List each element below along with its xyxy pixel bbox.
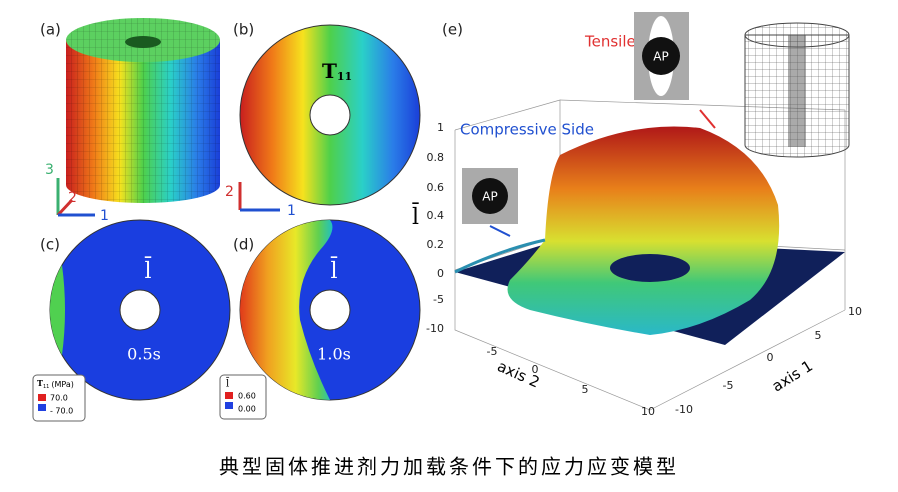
- disk: [239, 219, 421, 401]
- field-label: l̄: [144, 256, 151, 284]
- panel-label: (d): [233, 236, 254, 254]
- z-tick-label: 0.2: [427, 238, 445, 251]
- z-tick-label: -10: [426, 322, 444, 335]
- z-tick-label: 1: [437, 121, 444, 134]
- panel-label: (a): [40, 21, 61, 39]
- z-tick-label: 0.8: [427, 151, 445, 164]
- compressive-label: Compressive Side: [460, 121, 594, 139]
- legend-max: 0.60: [238, 392, 256, 401]
- hole: [309, 94, 351, 136]
- ap-label: AP: [653, 50, 668, 64]
- z-tick-label: 0.6: [427, 181, 445, 194]
- cylinder: [66, 18, 220, 203]
- ap-icon: [462, 168, 518, 224]
- time-label: 1.0s: [317, 345, 351, 364]
- axis-label: 3: [45, 162, 54, 178]
- ap-icon: [634, 12, 689, 100]
- x-tick-label: 10: [641, 405, 655, 418]
- surface: [454, 126, 780, 335]
- caption: 典型固体推进剂力加载条件下的应力应变模型: [219, 455, 679, 479]
- y-tick-label: -5: [723, 379, 734, 392]
- y-tick-label: 0: [767, 351, 774, 364]
- panel-label: (b): [233, 21, 254, 39]
- axis-label: 1: [100, 208, 109, 224]
- legend-max: 70.0: [50, 394, 68, 403]
- z-tick-label: 0: [437, 267, 444, 280]
- y-axis-title: axis 1: [769, 357, 816, 396]
- field-label: l̄: [330, 256, 337, 284]
- x-tick-label: 5: [582, 383, 589, 396]
- time-label: 0.5s: [127, 345, 161, 364]
- x-tick-label: 0: [532, 363, 539, 376]
- legend-title: l̄: [226, 377, 229, 389]
- axis-label: 2: [225, 184, 234, 200]
- legend-min: - 70.0: [50, 407, 73, 416]
- y-tick-label: -10: [675, 403, 693, 416]
- field-label: T11: [322, 59, 352, 84]
- ap-label: AP: [482, 190, 497, 204]
- z-axis-title: l̄: [412, 202, 419, 230]
- y-tick-label: 5: [815, 329, 822, 342]
- axis-label: 1: [287, 203, 296, 219]
- legend: T11 (MPa) 70.0 - 70.0: [32, 374, 86, 422]
- legend-min: 0.00: [238, 405, 256, 414]
- axis-triad: [56, 178, 95, 217]
- panel-label: (c): [40, 236, 60, 254]
- x-tick-label: -5: [487, 345, 498, 358]
- axis-label: 2: [68, 190, 77, 206]
- z-tick-label: 0.4: [427, 209, 445, 222]
- wireframe-inset: [744, 22, 850, 158]
- y-tick-label: 10: [848, 305, 862, 318]
- disk: [49, 219, 231, 401]
- legend: l̄ 0.60 0.00: [219, 374, 267, 420]
- arrow: [699, 109, 716, 129]
- axis-triad: [238, 182, 280, 212]
- arrow: [489, 225, 511, 237]
- panel-label: (e): [442, 21, 463, 39]
- z-tick-label: -5: [433, 293, 444, 306]
- legend-title: T11 (MPa): [37, 378, 74, 390]
